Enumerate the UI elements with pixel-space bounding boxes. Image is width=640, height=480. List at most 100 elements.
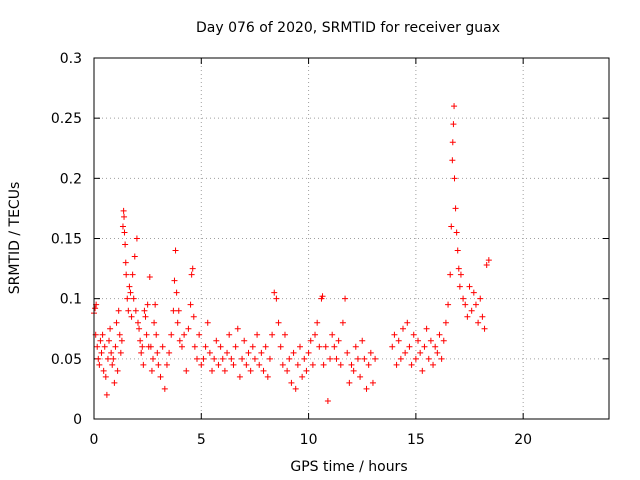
data-point <box>109 361 116 368</box>
data-point <box>450 121 457 128</box>
data-point <box>333 355 340 362</box>
data-point <box>457 271 464 278</box>
data-point <box>118 337 125 344</box>
data-point <box>406 343 413 350</box>
data-point <box>189 265 196 272</box>
data-point <box>273 295 280 302</box>
data-point <box>442 319 449 326</box>
data-point <box>483 261 490 268</box>
data-point <box>188 271 195 278</box>
data-point <box>369 379 376 386</box>
data-point <box>95 355 102 362</box>
data-point <box>122 259 129 266</box>
data-point <box>130 295 137 302</box>
data-point <box>150 355 157 362</box>
data-point <box>400 325 406 332</box>
data-point <box>219 355 226 362</box>
data-points <box>91 103 492 404</box>
data-point <box>327 355 334 362</box>
y-tick-label: 0.25 <box>51 111 82 127</box>
data-point <box>217 343 224 350</box>
data-point <box>97 337 104 344</box>
data-point <box>124 295 131 302</box>
data-point <box>359 337 366 344</box>
data-point <box>191 343 198 350</box>
data-point <box>211 355 218 362</box>
data-point <box>436 331 443 338</box>
data-point <box>122 241 129 248</box>
data-point <box>277 343 284 350</box>
data-point <box>348 361 355 368</box>
y-tick-label: 0.3 <box>60 51 82 67</box>
data-point <box>391 331 398 338</box>
data-point <box>119 223 126 230</box>
data-point <box>307 337 314 344</box>
data-point <box>204 319 211 326</box>
data-point <box>234 325 241 332</box>
data-point <box>410 331 417 338</box>
data-point <box>168 331 175 338</box>
y-axis-label: SRMTID / TECUs <box>7 182 23 295</box>
data-point <box>106 337 113 344</box>
data-point <box>477 295 484 302</box>
data-point <box>389 343 396 350</box>
data-point <box>141 307 148 314</box>
data-point <box>404 319 411 326</box>
data-point <box>451 103 458 110</box>
data-point <box>322 343 329 350</box>
data-point <box>174 319 181 326</box>
data-point <box>161 385 168 392</box>
data-point <box>112 343 119 350</box>
data-point <box>395 337 402 344</box>
data-point <box>183 367 190 374</box>
data-point <box>468 307 475 314</box>
data-point <box>247 367 254 374</box>
data-point <box>271 289 278 296</box>
data-point <box>137 337 144 344</box>
data-point <box>479 313 486 320</box>
data-point <box>417 349 424 356</box>
data-point <box>178 343 185 350</box>
data-point <box>412 355 419 362</box>
data-point <box>172 247 179 254</box>
data-point <box>299 373 306 380</box>
data-point <box>440 337 447 344</box>
data-point <box>114 367 121 374</box>
data-point <box>262 343 269 350</box>
data-point <box>281 331 288 338</box>
data-point <box>224 349 231 356</box>
data-point <box>430 361 437 368</box>
data-point <box>260 367 267 374</box>
x-axis-label: GPS time / hours <box>290 459 407 475</box>
data-point <box>144 301 151 308</box>
data-point <box>448 223 455 230</box>
data-point <box>352 343 359 350</box>
data-point <box>427 337 434 344</box>
data-point <box>241 337 248 344</box>
plot-frame <box>93 57 610 420</box>
chart-title: Day 076 of 2020, SRMTID for receiver gua… <box>196 20 500 36</box>
y-tick-label: 0.2 <box>60 171 82 187</box>
data-point <box>251 355 258 362</box>
data-point <box>226 331 233 338</box>
data-point <box>415 337 422 344</box>
data-point <box>464 313 471 320</box>
data-point <box>159 343 166 350</box>
data-point <box>125 307 132 314</box>
data-point <box>121 229 128 236</box>
data-point <box>185 325 192 332</box>
data-point <box>99 331 106 338</box>
data-point <box>452 205 459 212</box>
data-point <box>132 307 139 314</box>
data-point <box>128 313 135 320</box>
data-point <box>361 355 368 362</box>
data-point <box>181 331 188 338</box>
data-point <box>470 289 477 296</box>
data-point <box>320 361 327 368</box>
data-point <box>419 367 426 374</box>
data-point <box>117 349 124 356</box>
data-point <box>166 349 173 356</box>
data-point <box>140 361 147 368</box>
data-point <box>92 305 99 312</box>
data-point <box>309 361 316 368</box>
